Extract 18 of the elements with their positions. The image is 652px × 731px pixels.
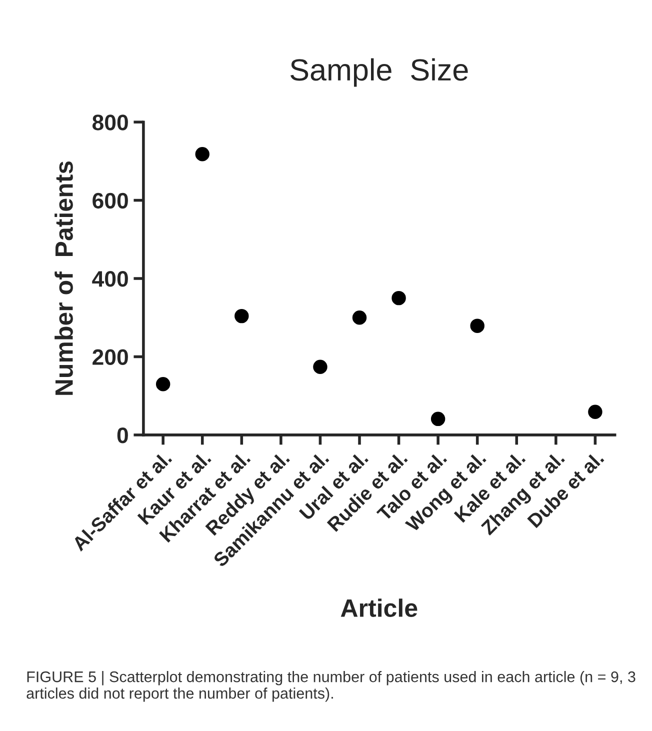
point (156, 376, 170, 392)
point (470, 318, 484, 333)
point (430, 412, 446, 426)
x-axis-title: Article (340, 598, 418, 617)
chart-title: Sample Size (290, 58, 468, 87)
point (588, 404, 602, 419)
point (352, 310, 367, 325)
point (234, 308, 249, 324)
caption: FIGURE 5 | Scatterplot demonstrating the number of patients used in each article (n = 9, 3 articles did not report the number of patients). (26, 670, 636, 702)
y-axis-title: Number of Patients (54, 161, 73, 395)
y-tick-label: 200 (92, 349, 128, 365)
point (195, 147, 210, 162)
y-tick-label: 0 (117, 427, 128, 444)
point (392, 290, 406, 306)
point (313, 360, 328, 374)
y-tick-label: 400 (92, 271, 128, 287)
y-tick-label: 800 (92, 114, 128, 130)
y-tick-label: 600 (92, 192, 128, 209)
